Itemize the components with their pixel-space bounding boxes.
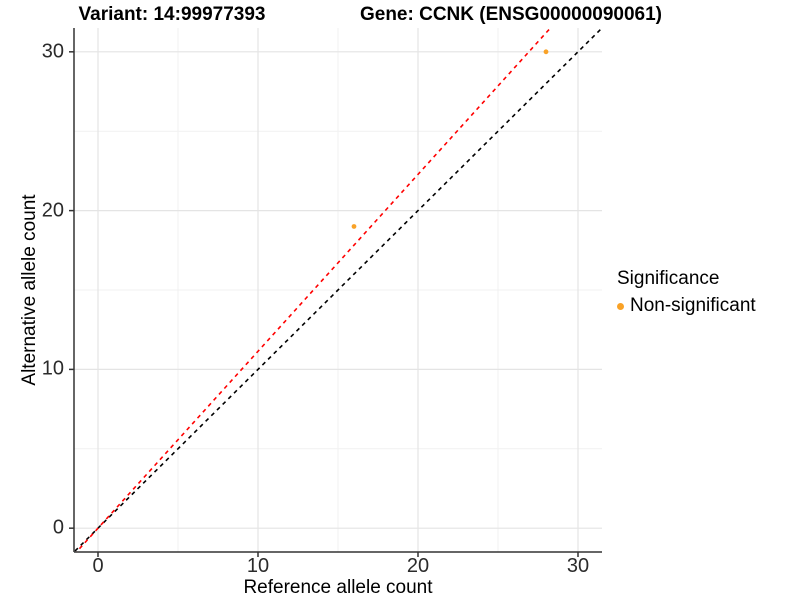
x-tick-label: 20 <box>406 555 430 577</box>
legend-point-swatch-icon <box>617 302 624 310</box>
y-tick-label: 10 <box>41 357 64 380</box>
x-tick-label: 0 <box>92 555 104 577</box>
gene-title: Gene: CCNK (ENSG00000090061) <box>359 4 663 25</box>
y-tick-label: 20 <box>41 199 64 222</box>
ratio-line <box>75 28 552 552</box>
legend-entry-label: Non-significant <box>630 295 756 316</box>
x-tick-label: 30 <box>566 555 590 577</box>
identity-line <box>74 28 602 552</box>
data-point <box>543 49 549 55</box>
x-axis-title: Reference allele count <box>243 577 433 598</box>
y-tick-label: 0 <box>52 516 64 539</box>
x-tick-label: 10 <box>246 555 270 577</box>
data-point <box>351 224 357 229</box>
legend-title: Significance <box>617 268 720 289</box>
legend: Significance Non-significant <box>617 268 756 318</box>
legend-entry: Non-significant <box>617 294 756 318</box>
y-tick-label: 30 <box>41 40 64 63</box>
variant-title: Variant: 14:99977393 <box>78 4 266 25</box>
